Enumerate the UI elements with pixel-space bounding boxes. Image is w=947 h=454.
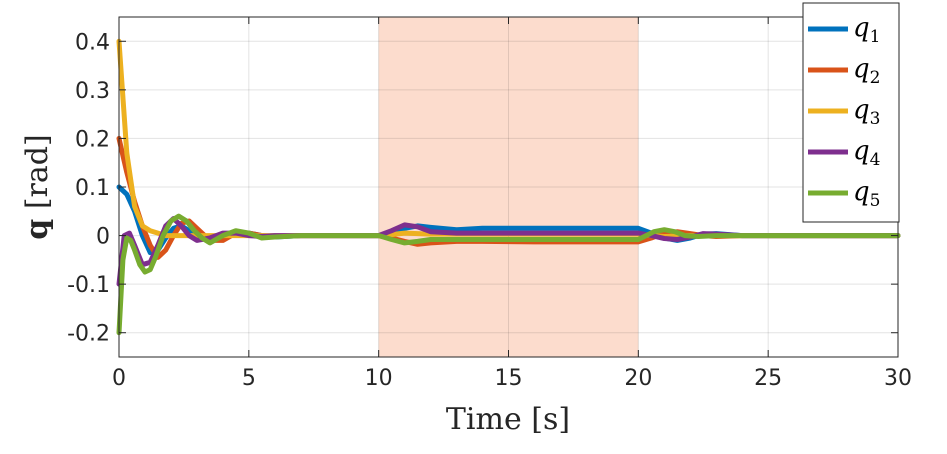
- y-axis-label-unit: [rad]: [20, 134, 55, 209]
- legend-label-symbol: q: [853, 177, 870, 207]
- legend-label-subscript: 2: [870, 68, 881, 88]
- x-tick-label: 30: [884, 366, 912, 391]
- x-tick-label: 25: [754, 366, 782, 391]
- tick-layer: [118, 17, 899, 357]
- y-tick-label: 0.3: [75, 79, 110, 104]
- x-tick-labels: 0 5 10 15 20 25 30: [112, 366, 912, 391]
- y-axis-label: q [rad]: [20, 134, 55, 239]
- series-line-q5: [116, 213, 901, 336]
- legend-label-subscript: 1: [870, 27, 881, 47]
- x-tick-label: 15: [495, 366, 523, 391]
- y-tick-label: 0.1: [75, 176, 110, 201]
- legend-label-subscript: 4: [870, 150, 881, 170]
- legend-label-q1: q1: [853, 13, 880, 47]
- legend-label-symbol: q: [853, 13, 870, 43]
- y-tick-labels: -0.2 -0.1 0 0.1 0.2 0.3 0.4: [67, 30, 110, 346]
- x-tick-label: 0: [112, 366, 126, 391]
- legend-label-symbol: q: [853, 54, 870, 84]
- y-tick-label: 0: [96, 225, 110, 250]
- legend-label-q4: q4: [853, 136, 880, 170]
- legend-label-subscript: 3: [870, 109, 881, 129]
- legend-label-symbol: q: [853, 95, 870, 125]
- x-tick-label: 20: [624, 366, 652, 391]
- y-axis-label-symbol: q: [20, 219, 55, 240]
- legend-label-q2: q2: [853, 54, 880, 88]
- y-tick-label: 0.2: [75, 127, 110, 152]
- y-tick-label: -0.2: [67, 322, 110, 347]
- legend-label-q3: q3: [853, 95, 880, 129]
- shaded-interval-layer: [378, 17, 639, 357]
- svg-text:q [rad]: q [rad]: [20, 134, 55, 239]
- legend-label-subscript: 5: [870, 191, 881, 211]
- x-axis-label: Time [s]: [446, 402, 570, 437]
- legend-label-symbol: q: [853, 136, 870, 166]
- series-layer: [116, 38, 901, 336]
- y-tick-label: -0.1: [67, 273, 110, 298]
- legend-label-q5: q5: [853, 177, 880, 211]
- x-tick-label: 5: [242, 366, 256, 391]
- x-tick-label: 10: [365, 366, 393, 391]
- y-tick-label: 0.4: [75, 30, 110, 55]
- shaded-interval: [378, 17, 639, 357]
